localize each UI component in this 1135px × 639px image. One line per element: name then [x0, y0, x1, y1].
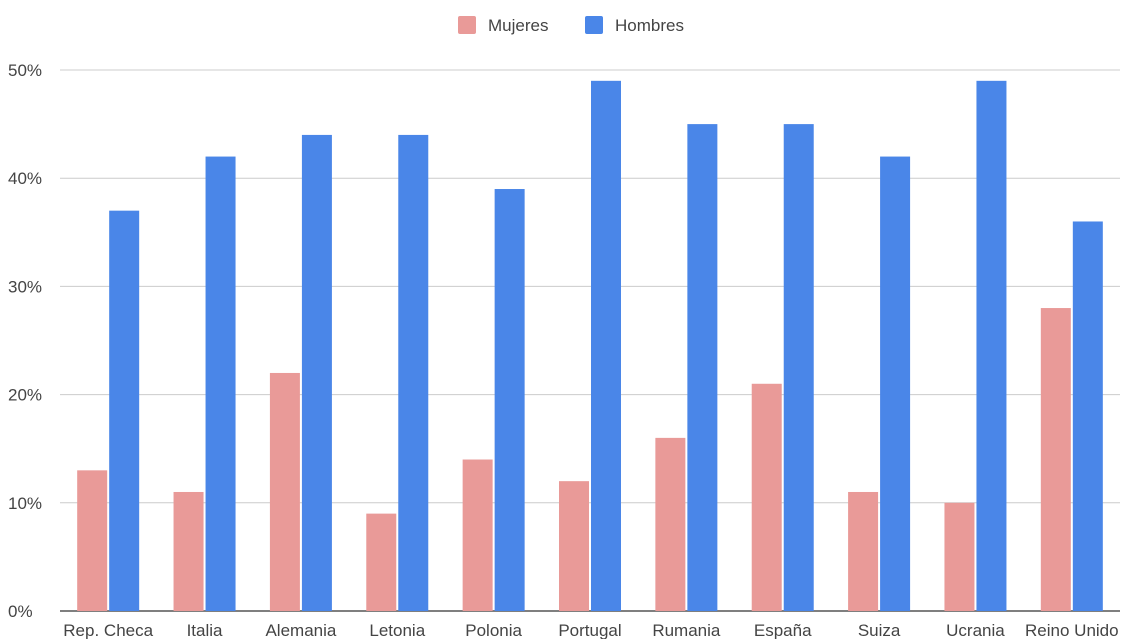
- bar-hombres-2: [301, 134, 332, 612]
- bars: [77, 80, 1103, 612]
- legend-label-hombres: Hombres: [615, 16, 684, 35]
- y-axis: 0% 10% 20% 30% 40% 50%: [8, 61, 42, 621]
- bar-mujeres-6: [655, 437, 686, 611]
- legend-swatch-mujeres: [458, 16, 476, 34]
- x-tick-label: Portugal: [558, 621, 621, 639]
- y-tick-label: 0%: [8, 602, 33, 621]
- bar-hombres-1: [205, 156, 236, 611]
- x-axis: Rep. Checa Italia Alemania Letonia Polonia Po…: [63, 621, 1118, 639]
- y-tick-label: 40%: [8, 169, 42, 188]
- x-tick-label: Rep. Checa: [63, 621, 153, 639]
- bar-mujeres-0: [77, 470, 108, 611]
- bar-mujeres-10: [1040, 308, 1071, 611]
- x-tick-label: Reino Unido: [1025, 621, 1119, 639]
- y-tick-label: 50%: [8, 61, 42, 80]
- x-tick-label: Italia: [187, 621, 223, 639]
- gridlines: [60, 69, 1120, 612]
- bar-hombres-6: [687, 124, 718, 611]
- legend: Mujeres Hombres: [458, 16, 684, 35]
- bar-mujeres-3: [366, 513, 397, 611]
- bar-hombres-8: [880, 156, 911, 611]
- bar-hombres-7: [783, 124, 814, 611]
- y-tick-label: 10%: [8, 494, 42, 513]
- bar-mujeres-4: [462, 459, 493, 611]
- bar-hombres-4: [494, 189, 525, 611]
- y-tick-label: 30%: [8, 277, 42, 296]
- bar-hombres-5: [591, 80, 621, 611]
- x-tick-label: Letonia: [369, 621, 425, 639]
- x-tick-label: Suiza: [858, 621, 901, 639]
- bar-hombres-9: [976, 80, 1007, 611]
- x-tick-label: Ucrania: [946, 621, 1005, 639]
- y-tick-label: 20%: [8, 386, 42, 405]
- bar-mujeres-5: [559, 481, 589, 611]
- x-tick-label: Polonia: [465, 621, 522, 639]
- bar-hombres-3: [398, 134, 429, 612]
- bar-mujeres-8: [848, 491, 879, 611]
- legend-swatch-hombres: [585, 16, 603, 34]
- bar-mujeres-7: [751, 383, 782, 611]
- x-tick-label: España: [754, 621, 812, 639]
- x-tick-label: Rumania: [652, 621, 721, 639]
- legend-label-mujeres: Mujeres: [488, 16, 548, 35]
- bar-hombres-0: [109, 210, 140, 611]
- bar-hombres-10: [1072, 221, 1103, 612]
- bar-mujeres-1: [173, 491, 204, 611]
- bar-mujeres-9: [944, 502, 975, 611]
- x-tick-label: Alemania: [265, 621, 336, 639]
- bar-mujeres-2: [269, 372, 300, 611]
